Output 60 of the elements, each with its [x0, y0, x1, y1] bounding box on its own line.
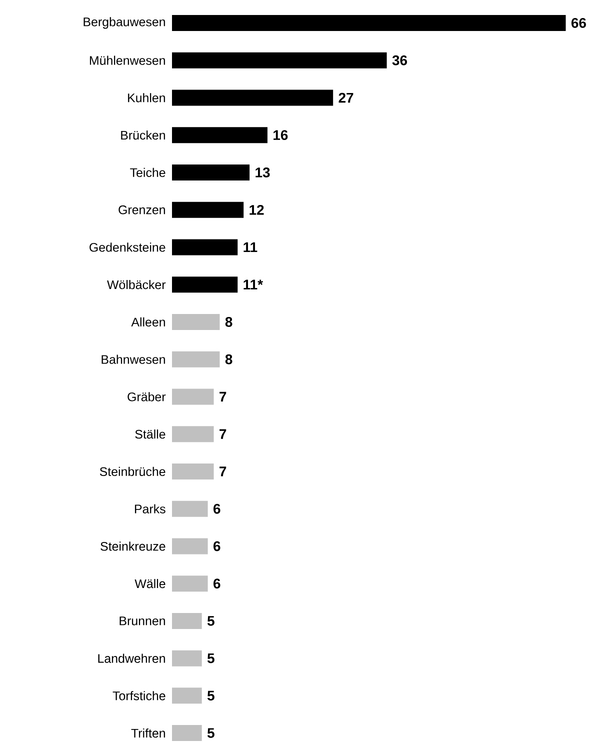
bar [172, 388, 214, 405]
y-tick-label: Wölbäcker [107, 280, 166, 290]
data-label: 6 [214, 541, 220, 552]
bar [172, 688, 202, 704]
bar [172, 202, 244, 218]
y-tick-label: Alleen [131, 317, 165, 327]
bar [172, 351, 220, 368]
data-label: 7 [220, 429, 226, 439]
bar [172, 650, 202, 666]
data-label: 8 [225, 354, 232, 364]
y-tick-label: Gräber [128, 392, 166, 402]
bar [172, 52, 387, 68]
bar [172, 276, 238, 293]
y-tick-label: Ställe [135, 429, 166, 439]
data-label: 36 [392, 55, 407, 66]
bar [172, 725, 202, 742]
y-tick-label: Wälle [134, 578, 166, 588]
bar [172, 500, 208, 517]
data-label: 7 [220, 392, 226, 402]
bar [172, 463, 214, 480]
y-tick-label: Grenzen [118, 205, 165, 214]
data-label: 5 [207, 616, 214, 626]
data-label: 66 [571, 18, 586, 28]
bar [172, 239, 238, 256]
data-label: 11* [244, 280, 263, 290]
bar [172, 127, 268, 144]
y-tick-label: Torfstiche [112, 691, 166, 700]
data-label: 12 [250, 204, 264, 215]
y-tick-label: Bergbauwesen [84, 17, 165, 29]
bar [172, 576, 208, 592]
bar [172, 612, 202, 629]
y-tick-label: Steinbrüche [100, 466, 166, 476]
data-label: 6 [214, 504, 220, 514]
y-tick-label: Bahnwesen [102, 354, 165, 364]
y-tick-label: Parks [134, 504, 166, 514]
y-tick-label: Teiche [130, 168, 166, 178]
data-label: 7 [220, 466, 226, 476]
y-tick-label: Landwehren [98, 654, 165, 663]
y-tick-label: Brunnen [120, 616, 165, 626]
data-label: 27 [338, 92, 354, 103]
y-tick-label: Triften [131, 728, 165, 738]
data-label: 11 [244, 242, 258, 252]
data-label: 8 [225, 316, 232, 327]
bar [172, 538, 208, 554]
y-tick-label: Kuhlen [128, 93, 165, 102]
data-label: 5 [207, 653, 214, 664]
y-tick-label: Steinkreuze [100, 542, 166, 551]
bar [172, 426, 214, 442]
y-tick-label: Gedenksteine [90, 242, 166, 252]
bar [172, 90, 334, 106]
y-tick-label: Brücken [121, 130, 165, 140]
y-tick-label: Mühlenwesen [90, 56, 165, 65]
data-label: 13 [256, 167, 270, 178]
bar [172, 314, 220, 330]
data-label: 16 [274, 130, 288, 140]
data-label: 5 [207, 690, 214, 701]
bar [172, 164, 250, 180]
data-label: 6 [214, 578, 220, 589]
bar [172, 14, 566, 31]
data-label: 5 [207, 728, 214, 738]
